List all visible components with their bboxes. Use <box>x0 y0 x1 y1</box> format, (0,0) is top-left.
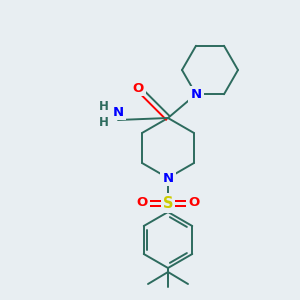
Text: N: N <box>162 172 174 184</box>
Text: H: H <box>99 100 109 113</box>
Text: O: O <box>132 82 144 94</box>
Text: O: O <box>188 196 200 209</box>
Text: S: S <box>163 196 173 211</box>
Text: N: N <box>190 88 202 101</box>
Text: N: N <box>112 106 124 118</box>
Text: O: O <box>136 196 148 209</box>
Text: H: H <box>99 116 109 130</box>
